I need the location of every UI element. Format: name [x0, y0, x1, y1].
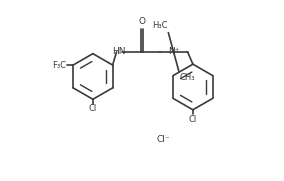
Text: Cl: Cl [89, 104, 97, 113]
Text: Cl⁻: Cl⁻ [156, 135, 170, 144]
Text: H₃C: H₃C [152, 21, 168, 30]
Text: N⁺: N⁺ [168, 47, 179, 56]
Text: O: O [139, 17, 145, 26]
Text: CH₃: CH₃ [180, 73, 195, 82]
Text: HN: HN [112, 47, 126, 56]
Text: Cl: Cl [189, 115, 197, 124]
Text: F₃C: F₃C [53, 61, 66, 70]
